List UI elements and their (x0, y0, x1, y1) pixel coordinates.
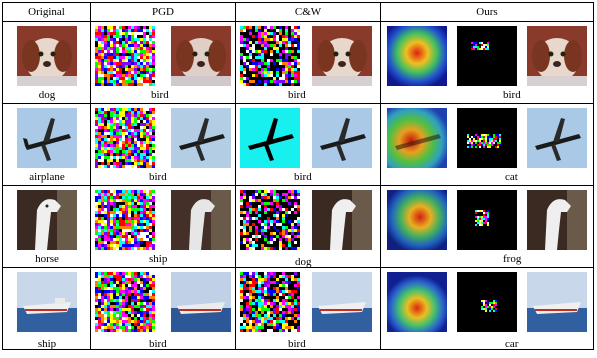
cell-original: airplane (2, 103, 91, 186)
header-pgd: PGD (90, 2, 236, 22)
cw-adversarial-image (312, 190, 372, 250)
original-image-horse (17, 190, 77, 250)
original-image-dog (17, 26, 77, 86)
pgd-perturbation-image (95, 272, 155, 332)
cw-adversarial-image (312, 26, 372, 86)
ours-heatmap-image (387, 26, 447, 86)
cw-prediction-label: bird (294, 171, 312, 183)
cw-perturbation-image (240, 108, 300, 168)
original-label: airplane (29, 171, 65, 183)
ours-heatmap-image (387, 272, 447, 332)
pgd-adversarial-image (171, 26, 231, 86)
cell-pgd: bird (90, 267, 236, 350)
cell-original: dog (2, 21, 91, 104)
cw-prediction-label: bird (288, 338, 306, 350)
ours-adversarial-image (527, 190, 587, 250)
ours-adversarial-image (527, 26, 587, 86)
cell-ours: car (380, 267, 594, 350)
cw-perturbation-image (240, 190, 300, 250)
table-row: horse ship dog frog (2, 185, 594, 268)
cell-original: horse (2, 185, 91, 268)
header-original: Original (2, 2, 91, 22)
cell-pgd: bird (90, 103, 236, 186)
cell-cw: bird (235, 103, 381, 186)
pgd-prediction-label: ship (149, 253, 168, 265)
ours-prediction-label: car (505, 338, 519, 350)
ours-heatmap-image (387, 190, 447, 250)
cw-perturbation-image (240, 26, 300, 86)
ours-adversarial-image (527, 108, 587, 168)
header-ours: Ours (380, 2, 594, 22)
cell-cw: bird (235, 21, 381, 104)
pgd-prediction-label: bird (149, 338, 167, 350)
pgd-perturbation-image (95, 26, 155, 86)
cw-adversarial-image (312, 108, 372, 168)
cell-pgd: bird (90, 21, 236, 104)
original-label: horse (35, 253, 59, 265)
cell-pgd: ship (90, 185, 236, 268)
ours-mask-image (457, 190, 517, 250)
ours-mask-image (457, 108, 517, 168)
pgd-adversarial-image (171, 108, 231, 168)
header-cw: C&W (235, 2, 381, 22)
table-row: dog bird bird bird (2, 21, 594, 104)
ours-adversarial-image (527, 272, 587, 332)
original-label: dog (38, 89, 56, 101)
cw-perturbation-image (240, 272, 300, 332)
ours-mask-image (457, 26, 517, 86)
cell-ours: frog (380, 185, 594, 268)
cw-prediction-label: dog (295, 256, 312, 268)
pgd-perturbation-image (95, 108, 155, 168)
cw-adversarial-image (312, 272, 372, 332)
header-row: Original PGD C&W Ours (2, 2, 594, 22)
ours-prediction-label: frog (503, 253, 522, 265)
original-label: ship (37, 338, 57, 350)
table-row: ship bird bird car (2, 267, 594, 350)
pgd-prediction-label: bird (149, 171, 167, 183)
cw-prediction-label: bird (288, 89, 306, 101)
ours-heatmap-image (387, 108, 447, 168)
cell-cw: bird (235, 267, 381, 350)
pgd-adversarial-image (171, 190, 231, 250)
ours-mask-image (457, 272, 517, 332)
cell-original: ship (2, 267, 91, 350)
cell-ours: cat (380, 103, 594, 186)
ours-prediction-label: cat (505, 171, 518, 183)
table-row: airplane bird bird cat (2, 103, 594, 186)
ours-prediction-label: bird (503, 89, 521, 101)
comparison-table: Original PGD C&W Ours dog bird (2, 2, 594, 350)
cell-cw: dog (235, 185, 381, 268)
pgd-perturbation-image (95, 190, 155, 250)
cell-ours: bird (380, 21, 594, 104)
original-image-airplane (17, 108, 77, 168)
original-image-ship (17, 272, 77, 332)
pgd-prediction-label: bird (151, 89, 169, 101)
pgd-adversarial-image (171, 272, 231, 332)
